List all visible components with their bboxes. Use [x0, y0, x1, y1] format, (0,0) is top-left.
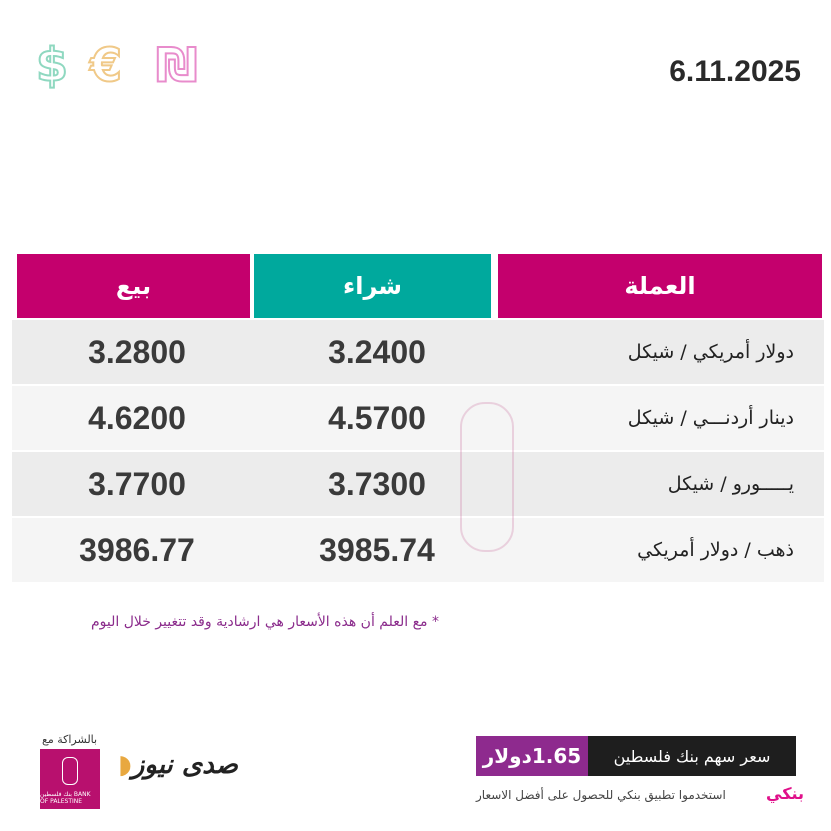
currency-name: يـــــورو / شيكل: [667, 473, 794, 495]
date: 6.11.2025: [669, 55, 801, 88]
dollar-icon: $: [35, 37, 69, 93]
buy-value: 4.5700: [328, 399, 426, 436]
partner-label: بالشراكة مع: [42, 733, 98, 746]
table-row: 3.2800 3.2400 دولار أمريكي / شيكل: [12, 320, 824, 384]
bank-emblem-icon: [62, 757, 78, 785]
currency-name: دولار أمريكي / شيكل: [627, 341, 794, 363]
share-price-box: 1.65دولار سعر سهم بنك فلسطين: [476, 736, 796, 776]
buy-value: 3.7300: [328, 465, 426, 502]
currency-name: دينار أردنـــي / شيكل: [627, 407, 794, 429]
bank-logo-text: بنك فلسطين BANK OF PALESTINE: [40, 791, 91, 805]
header-buy: شراء: [254, 254, 491, 318]
share-label: سعر سهم بنك فلسطين: [588, 736, 796, 776]
disclaimer-note: * مع العلم أن هذه الأسعار هي ارشادية وقد…: [90, 614, 439, 630]
euro-icon: €: [89, 37, 123, 93]
header-sell: بيع: [17, 254, 250, 318]
app-promo: استخدموا تطبيق بنكي للحصول على أفضل الاس…: [476, 788, 726, 802]
sell-value: 3.2800: [88, 333, 186, 370]
share-price: 1.65دولار: [476, 736, 588, 776]
shekel-icon: ₪: [155, 37, 199, 93]
buy-value: 3985.74: [319, 531, 435, 568]
buy-value: 3.2400: [328, 333, 426, 370]
bank-of-palestine-logo: بنك فلسطين BANK OF PALESTINE: [40, 749, 100, 809]
table-row: 3.7700 3.7300 يـــــورو / شيكل: [12, 452, 824, 516]
sell-value: 3986.77: [79, 531, 195, 568]
watermark-emblem: [460, 402, 514, 552]
table-row: 3986.77 3985.74 ذهب / دولار أمريكي: [12, 518, 824, 582]
currency-name: ذهب / دولار أمريكي: [637, 539, 794, 561]
sell-value: 4.6200: [88, 399, 186, 436]
banky-logo: بنكي: [766, 784, 805, 803]
table-row: 4.6200 4.5700 دينار أردنـــي / شيكل: [12, 386, 824, 450]
header-currency: العملة: [498, 254, 822, 318]
sada-news-logo: ◗صدى نيوز: [118, 750, 238, 780]
sell-value: 3.7700: [88, 465, 186, 502]
